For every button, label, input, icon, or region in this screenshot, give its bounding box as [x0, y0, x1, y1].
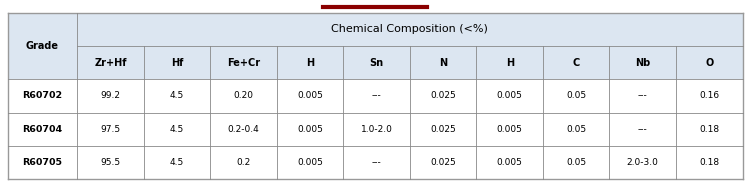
Point: [605, 178, 614, 180]
Bar: [8, 146, 742, 179]
Text: Hf: Hf: [171, 58, 183, 68]
Text: R60705: R60705: [22, 158, 62, 167]
Text: 0.005: 0.005: [297, 91, 323, 100]
Text: N: N: [439, 58, 447, 68]
Text: Fe+Cr: Fe+Cr: [227, 58, 260, 68]
Text: H: H: [306, 58, 314, 68]
Text: Sn: Sn: [370, 58, 384, 68]
Text: 0.16: 0.16: [699, 91, 719, 100]
Point: [272, 178, 281, 180]
Point: [272, 45, 281, 47]
Text: 95.5: 95.5: [100, 158, 121, 167]
Text: 0.18: 0.18: [699, 125, 719, 134]
Bar: [8, 79, 742, 113]
Text: 97.5: 97.5: [100, 125, 121, 134]
Text: ---: ---: [638, 125, 647, 134]
Text: 0.005: 0.005: [496, 158, 523, 167]
Text: 0.005: 0.005: [297, 158, 323, 167]
Text: 0.2: 0.2: [236, 158, 250, 167]
Text: R60702: R60702: [22, 91, 62, 100]
Point: [206, 178, 214, 180]
Point: [339, 178, 348, 180]
Text: 1.0-2.0: 1.0-2.0: [361, 125, 392, 134]
Text: 4.5: 4.5: [170, 91, 184, 100]
Bar: [8, 13, 742, 46]
Bar: [8, 46, 742, 79]
Point: [140, 45, 148, 47]
Point: [671, 45, 680, 47]
Point: [538, 45, 548, 47]
Point: [406, 45, 415, 47]
Text: 99.2: 99.2: [100, 91, 121, 100]
Bar: [8, 113, 742, 146]
Text: 4.5: 4.5: [170, 158, 184, 167]
Text: 0.025: 0.025: [430, 91, 456, 100]
Text: 4.5: 4.5: [170, 125, 184, 134]
Text: ---: ---: [372, 158, 382, 167]
Text: Zr+Hf: Zr+Hf: [94, 58, 127, 68]
Text: 0.20: 0.20: [233, 91, 254, 100]
Text: ---: ---: [372, 91, 382, 100]
Text: 0.2-0.4: 0.2-0.4: [228, 125, 260, 134]
Point: [671, 178, 680, 180]
Text: R60704: R60704: [22, 125, 62, 134]
Text: 0.005: 0.005: [496, 125, 523, 134]
Text: 0.005: 0.005: [297, 125, 323, 134]
Text: 0.05: 0.05: [566, 158, 586, 167]
Point: [406, 178, 415, 180]
Text: 0.005: 0.005: [496, 91, 523, 100]
Text: Grade: Grade: [26, 41, 59, 51]
Text: 2.0-3.0: 2.0-3.0: [627, 158, 658, 167]
Point: [472, 45, 481, 47]
Point: [605, 45, 614, 47]
Text: H: H: [506, 58, 514, 68]
Text: 0.05: 0.05: [566, 91, 586, 100]
Text: 0.05: 0.05: [566, 125, 586, 134]
Text: 0.025: 0.025: [430, 125, 456, 134]
Text: O: O: [705, 58, 713, 68]
Text: 0.025: 0.025: [430, 158, 456, 167]
Text: Chemical Composition (<%): Chemical Composition (<%): [332, 24, 488, 34]
Point: [538, 178, 548, 180]
Text: Nb: Nb: [635, 58, 650, 68]
Text: 0.18: 0.18: [699, 158, 719, 167]
Text: C: C: [572, 58, 580, 68]
Point: [472, 178, 481, 180]
Text: ---: ---: [638, 91, 647, 100]
Point: [206, 45, 214, 47]
Point: [339, 45, 348, 47]
Point: [140, 178, 148, 180]
